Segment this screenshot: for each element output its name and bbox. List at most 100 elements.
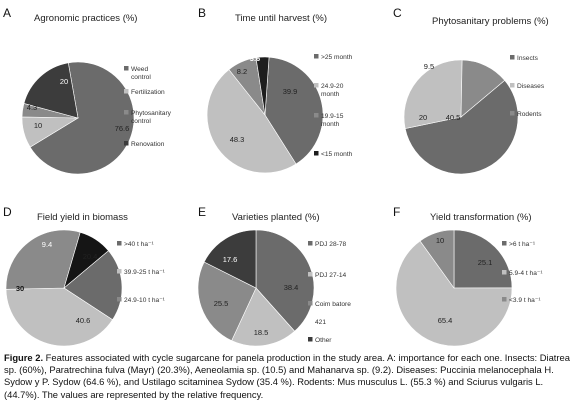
legend-swatch: [308, 337, 313, 342]
legend-swatch: [502, 297, 507, 302]
legend-swatch: [510, 55, 515, 60]
figure-panels: A Agronomic practices (%)76.6104.320Weedc…: [3, 6, 549, 347]
legend-swatch: [124, 141, 129, 146]
pie-slice: [419, 229, 455, 289]
data-label: 9.5: [424, 62, 434, 71]
caption-label: Figure 2.: [4, 352, 44, 363]
data-label: 40.5: [446, 113, 461, 122]
panel-letter: B: [198, 6, 206, 20]
panel-letter: A: [3, 6, 11, 20]
legend-swatch: [308, 301, 313, 306]
panel-letter: F: [393, 205, 400, 219]
figure-caption: Figure 2. Features associated with cycle…: [4, 352, 576, 401]
panel-title: Varieties planted (%): [232, 212, 319, 223]
legend-label: 39.9-25 t ha⁻¹: [124, 269, 166, 276]
legend-label: Coim batore: [315, 301, 351, 308]
legend-label: 24.9-10 t ha⁻¹: [124, 297, 166, 304]
data-label: 8.2: [237, 67, 247, 76]
legend-label: Other: [315, 337, 332, 344]
data-label: 25.1: [478, 258, 493, 267]
panel-d: D Field yield in biomass 20.4 40.6 30 9.4 >40 …: [3, 205, 166, 347]
data-label: 17.6: [223, 255, 238, 264]
data-label: 65.4: [438, 316, 453, 325]
pie-slice: [395, 240, 513, 347]
pie-slice: [460, 59, 506, 118]
legend-label: PDJ 28-78: [315, 241, 346, 248]
legend-swatch: [510, 111, 515, 116]
panel-title: Phytosanitary problems (%): [432, 16, 549, 27]
legend-swatch: [124, 89, 129, 94]
legend-label: control: [131, 118, 151, 125]
legend-label: Weed: [131, 66, 148, 73]
pie-slice: [404, 79, 519, 175]
legend-label: month: [321, 121, 340, 128]
caption-text: Features associated with cycle sugarcane…: [4, 352, 570, 400]
panel-title: Field yield in biomass: [37, 212, 128, 223]
legend-label: Renovation: [131, 141, 165, 148]
legend-label: Fertilization: [131, 89, 165, 96]
pie-slice: [63, 231, 109, 289]
pie-slice: [206, 69, 297, 174]
legend-swatch: [502, 270, 507, 275]
legend-label: >6 t ha⁻¹: [509, 241, 536, 248]
legend-swatch: [314, 54, 319, 59]
data-label: 76.6: [115, 124, 130, 133]
legend-label: control: [131, 74, 151, 81]
panel-b: B Time until harvest (%) 39.9 48.3 8.23.6 >25…: [198, 6, 353, 174]
legend-label: >25 month: [321, 54, 353, 61]
pie-slice: [197, 261, 257, 342]
legend-swatch: [502, 241, 507, 246]
data-label: 4.3: [27, 103, 37, 112]
data-label: 40.6: [76, 316, 91, 325]
panel-f: F Yield transformation (%) 25.1 65.4 10 >6 t …: [393, 205, 543, 347]
legend-label: Diseases: [517, 83, 545, 90]
data-label: 20: [60, 77, 68, 86]
pie-slice: [203, 229, 257, 289]
panel-c: C Phytosanitary problems (%) 40.5 20 9.5 Inse…: [393, 6, 549, 175]
legend-swatch: [510, 83, 515, 88]
pie-slice: [5, 287, 113, 347]
panel-e: E Varieties planted (%) 38.4 18.5 25.5 17.6 PD…: [197, 205, 351, 347]
panel-letter: C: [393, 6, 402, 20]
data-label: 48.3: [230, 135, 245, 144]
legend-label: <15 month: [321, 151, 353, 158]
data-label: 10: [34, 121, 42, 130]
data-label: 3.6: [250, 54, 260, 63]
data-label: 20.4: [83, 252, 98, 261]
data-label: 38.4: [284, 283, 299, 292]
legend-swatch: [117, 269, 122, 274]
pie-slice: [403, 59, 463, 129]
pie-slice: [453, 229, 513, 289]
legend-swatch: [124, 66, 129, 71]
pie-slice: [29, 61, 135, 175]
pie-slice: [255, 229, 315, 332]
panel-title: Agronomic practices (%): [34, 13, 137, 24]
pie-slice: [231, 287, 296, 347]
legend-label: 19.9-15: [321, 113, 344, 120]
pie-slice: [23, 62, 79, 119]
legend-swatch: [314, 83, 319, 88]
legend-swatch: [308, 272, 313, 277]
panel-letter: D: [3, 205, 12, 219]
legend-label: 24.9-20: [321, 83, 344, 90]
legend-label: 421: [315, 319, 326, 326]
data-label: 30: [16, 284, 24, 293]
legend-swatch: [117, 297, 122, 302]
panel-title: Time until harvest (%): [235, 13, 327, 24]
pie-slice: [255, 56, 270, 116]
data-label: 39.9: [283, 87, 298, 96]
legend-swatch: [117, 241, 122, 246]
legend-label: month: [321, 91, 340, 98]
legend-swatch: [314, 113, 319, 118]
legend-swatch: [308, 241, 313, 246]
data-label: 18.5: [254, 328, 269, 337]
data-label: 25.5: [214, 299, 229, 308]
pie-slice: [63, 250, 123, 321]
legend-label: PDJ 27-14: [315, 272, 346, 279]
legend-swatch: [124, 110, 129, 115]
panel-title: Yield transformation (%): [430, 212, 532, 223]
legend-swatch: [314, 151, 319, 156]
data-label: 20: [419, 113, 427, 122]
legend-label: <3.9 t ha⁻¹: [509, 297, 541, 304]
legend-label: Phytosanitary: [131, 110, 172, 117]
